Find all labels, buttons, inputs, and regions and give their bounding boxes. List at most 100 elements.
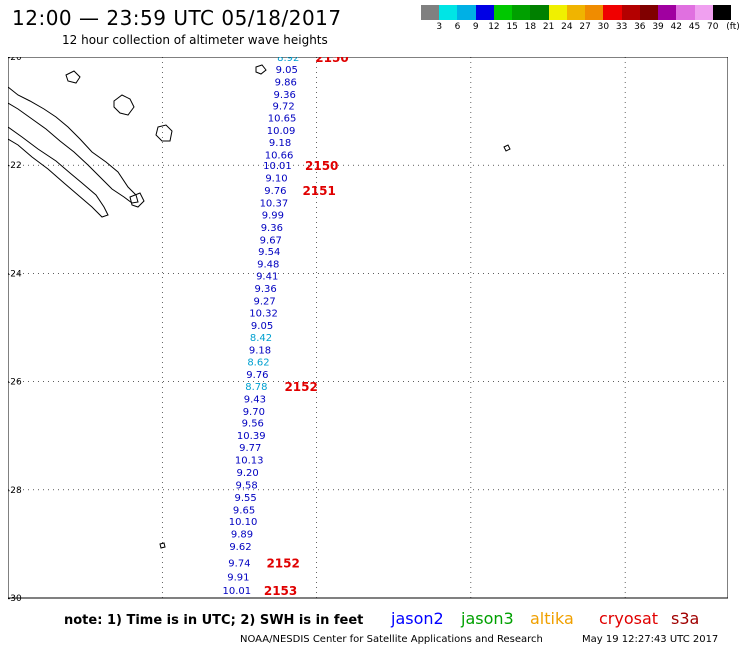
coastline xyxy=(8,64,511,549)
legend-swatch xyxy=(493,5,513,20)
observation-values: 8.929.059.869.369.7210.6510.099.1810.661… xyxy=(223,57,300,597)
wave-height-value: 9.18 xyxy=(249,346,271,357)
map-frame xyxy=(8,57,728,599)
wave-height-value: 9.76 xyxy=(264,186,286,197)
loyalty-island-ouvea xyxy=(65,70,81,84)
walpole-island xyxy=(255,64,267,75)
wave-height-value: 9.89 xyxy=(231,530,253,541)
wave-height-value: 10.66 xyxy=(265,150,294,161)
orbit-rev-number: 2150 xyxy=(305,159,338,173)
wave-height-value: 9.05 xyxy=(251,321,273,332)
wave-height-value: 9.36 xyxy=(255,284,277,295)
wave-height-value: 10.10 xyxy=(229,517,258,528)
wave-height-value: 9.48 xyxy=(257,260,279,271)
legend-label: 24 xyxy=(561,22,573,32)
wave-height-value: 9.56 xyxy=(242,419,264,430)
small-islet-east xyxy=(503,144,511,152)
isle-of-pines xyxy=(129,192,145,208)
wave-height-value: 9.76 xyxy=(246,370,268,381)
latitude-tick-label: -28 xyxy=(8,486,22,496)
map-grid xyxy=(8,57,728,599)
orbit-rev-number: 2152 xyxy=(284,380,317,394)
legend-swatch xyxy=(603,5,622,20)
wave-height-value: 9.67 xyxy=(260,235,282,246)
legend-swatch xyxy=(548,5,567,20)
legend-swatch xyxy=(512,5,531,20)
wave-height-value: 9.74 xyxy=(228,558,250,569)
legend-label: 9 xyxy=(472,22,479,32)
wave-height-value: 9.58 xyxy=(235,480,257,491)
wave-height-value: 10.09 xyxy=(267,126,296,137)
wave-height-value: 9.99 xyxy=(262,210,284,221)
wave-height-value: 10.01 xyxy=(263,161,292,172)
latitude-tick-label: -24 xyxy=(8,269,22,279)
wave-height-value: 10.32 xyxy=(249,308,278,319)
legend-label: 70 xyxy=(707,22,719,32)
orbit-rev-number: 2153 xyxy=(264,584,297,598)
wave-height-value: 9.10 xyxy=(265,174,287,185)
legend-swatch xyxy=(712,5,731,20)
legend-swatch xyxy=(530,5,549,20)
legend-label: 3 xyxy=(436,22,443,32)
legend-label: 42 xyxy=(670,22,683,32)
satellite-cryosat-label: cryosat xyxy=(599,609,659,628)
wave-height-value: 9.86 xyxy=(275,77,297,88)
wave-height-value: 9.70 xyxy=(243,407,265,418)
legend-swatch xyxy=(621,5,640,20)
credit-text: NOAA/NESDIS Center for Satellite Applica… xyxy=(240,634,543,645)
legend-label: 39 xyxy=(652,22,664,32)
loyalty-island-mare xyxy=(155,124,173,142)
legend-label: 45 xyxy=(688,22,701,32)
legend-label: 21 xyxy=(542,22,555,32)
wave-height-value: 9.36 xyxy=(274,90,296,101)
satellite-jason3-label: jason3 xyxy=(461,609,514,628)
wave-height-value: 9.27 xyxy=(253,296,275,307)
loyalty-island-lifou xyxy=(113,94,135,116)
orbit-rev-labels: 2150 2150 2151 2152 2152 2153 xyxy=(264,57,349,598)
wave-height-value: 8.92 xyxy=(277,57,299,64)
small-islet-south xyxy=(159,542,166,549)
legend-label: 27 xyxy=(579,22,591,32)
wave-height-value: 9.41 xyxy=(256,272,278,283)
legend-swatch xyxy=(475,5,494,20)
latitude-tick-label: -26 xyxy=(8,378,22,388)
wave-height-value: 9.43 xyxy=(244,394,266,405)
legend-swatch xyxy=(421,5,440,20)
legend-label: 12 xyxy=(488,22,500,32)
wave-height-value: 10.37 xyxy=(260,199,289,210)
legend-swatch xyxy=(585,5,604,20)
generated-timestamp: May 19 12:27:43 UTC 2017 xyxy=(582,634,719,645)
orbit-rev-number: 2152 xyxy=(266,556,299,570)
legend-label: 30 xyxy=(597,22,610,32)
units-note: note: 1) Time is in UTC; 2) SWH is in fe… xyxy=(64,613,364,628)
wave-height-value: 9.77 xyxy=(239,443,261,454)
new-caledonia-coast xyxy=(8,86,139,204)
wave-height-map: 165168171174177-20-22-24-26-28-30 8.929.… xyxy=(8,57,728,602)
latitude-tick-label: -22 xyxy=(8,161,22,171)
new-caledonia-south-coast xyxy=(8,126,109,218)
legend-swatch xyxy=(566,5,586,20)
wave-height-value: 10.13 xyxy=(235,456,264,467)
legend-label: 36 xyxy=(634,22,646,32)
legend-swatch xyxy=(658,5,677,20)
wave-height-value: 9.65 xyxy=(233,505,255,516)
wave-height-value: 10.39 xyxy=(237,431,266,442)
latitude-tick-label: -30 xyxy=(8,594,22,602)
axis-labels: 165168171174177-20-22-24-26-28-30 xyxy=(8,57,22,602)
latitude-tick-label: -20 xyxy=(8,57,22,63)
wave-height-value: 9.36 xyxy=(261,223,283,234)
legend-label: 15 xyxy=(506,22,518,32)
wave-height-value: 9.62 xyxy=(229,542,251,553)
chart-subtitle: 12 hour collection of altimeter wave hei… xyxy=(62,33,328,47)
chart-title: 12:00 — 23:59 UTC 05/18/2017 xyxy=(12,6,342,30)
legend-swatch xyxy=(694,5,713,20)
legend-label: 18 xyxy=(524,22,537,32)
wave-height-value: 9.55 xyxy=(234,493,256,504)
satellite-s3a-label: s3a xyxy=(671,609,700,628)
wave-height-value: 8.42 xyxy=(250,333,272,344)
legend-swatch xyxy=(439,5,458,20)
orbit-rev-number: 2151 xyxy=(302,184,335,198)
wave-height-value: 10.65 xyxy=(268,114,297,125)
color-scale-labels: 3 6 9 12 15 18 21 24 27 30 33 36 39 42 45 70 (ft) xyxy=(421,22,739,34)
satellite-jason2-label: jason2 xyxy=(391,609,444,628)
